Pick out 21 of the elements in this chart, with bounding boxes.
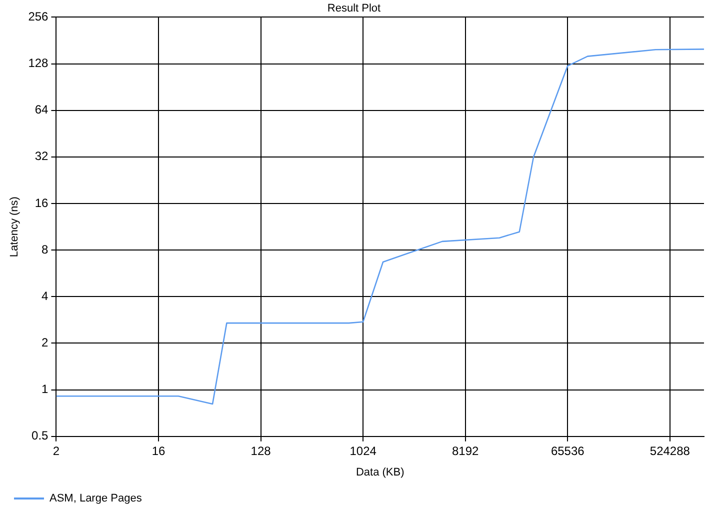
x-tick-label: 8192: [452, 444, 480, 458]
y-axis-title: Latency (ns): [8, 196, 21, 258]
x-tick-label: 1024: [350, 444, 377, 458]
y-tick-label: 4: [42, 288, 49, 303]
x-tick-label: 128: [250, 444, 272, 458]
y-tick-label: 16: [34, 196, 49, 210]
y-tick-label: 32: [34, 149, 49, 164]
y-tick-label: 256: [28, 10, 49, 24]
x-tick-label: 2: [52, 444, 60, 458]
y-tick-label: 0.5: [32, 428, 49, 443]
y-tick-label: 2: [42, 336, 49, 350]
x-tick-label: 65536: [550, 444, 585, 458]
chart-title: Result Plot: [327, 2, 381, 15]
y-tick-label: 64: [34, 102, 49, 117]
y-tick-label: 128: [28, 56, 49, 70]
legend-label: ASM, Large Pages: [50, 492, 142, 505]
x-tick-label: 524288: [650, 444, 690, 458]
x-axis-title: Data (KB): [356, 466, 404, 478]
x-tick-label: 16: [152, 444, 166, 458]
y-tick-label: 1: [42, 382, 49, 396]
y-tick-label: 8: [42, 242, 49, 256]
